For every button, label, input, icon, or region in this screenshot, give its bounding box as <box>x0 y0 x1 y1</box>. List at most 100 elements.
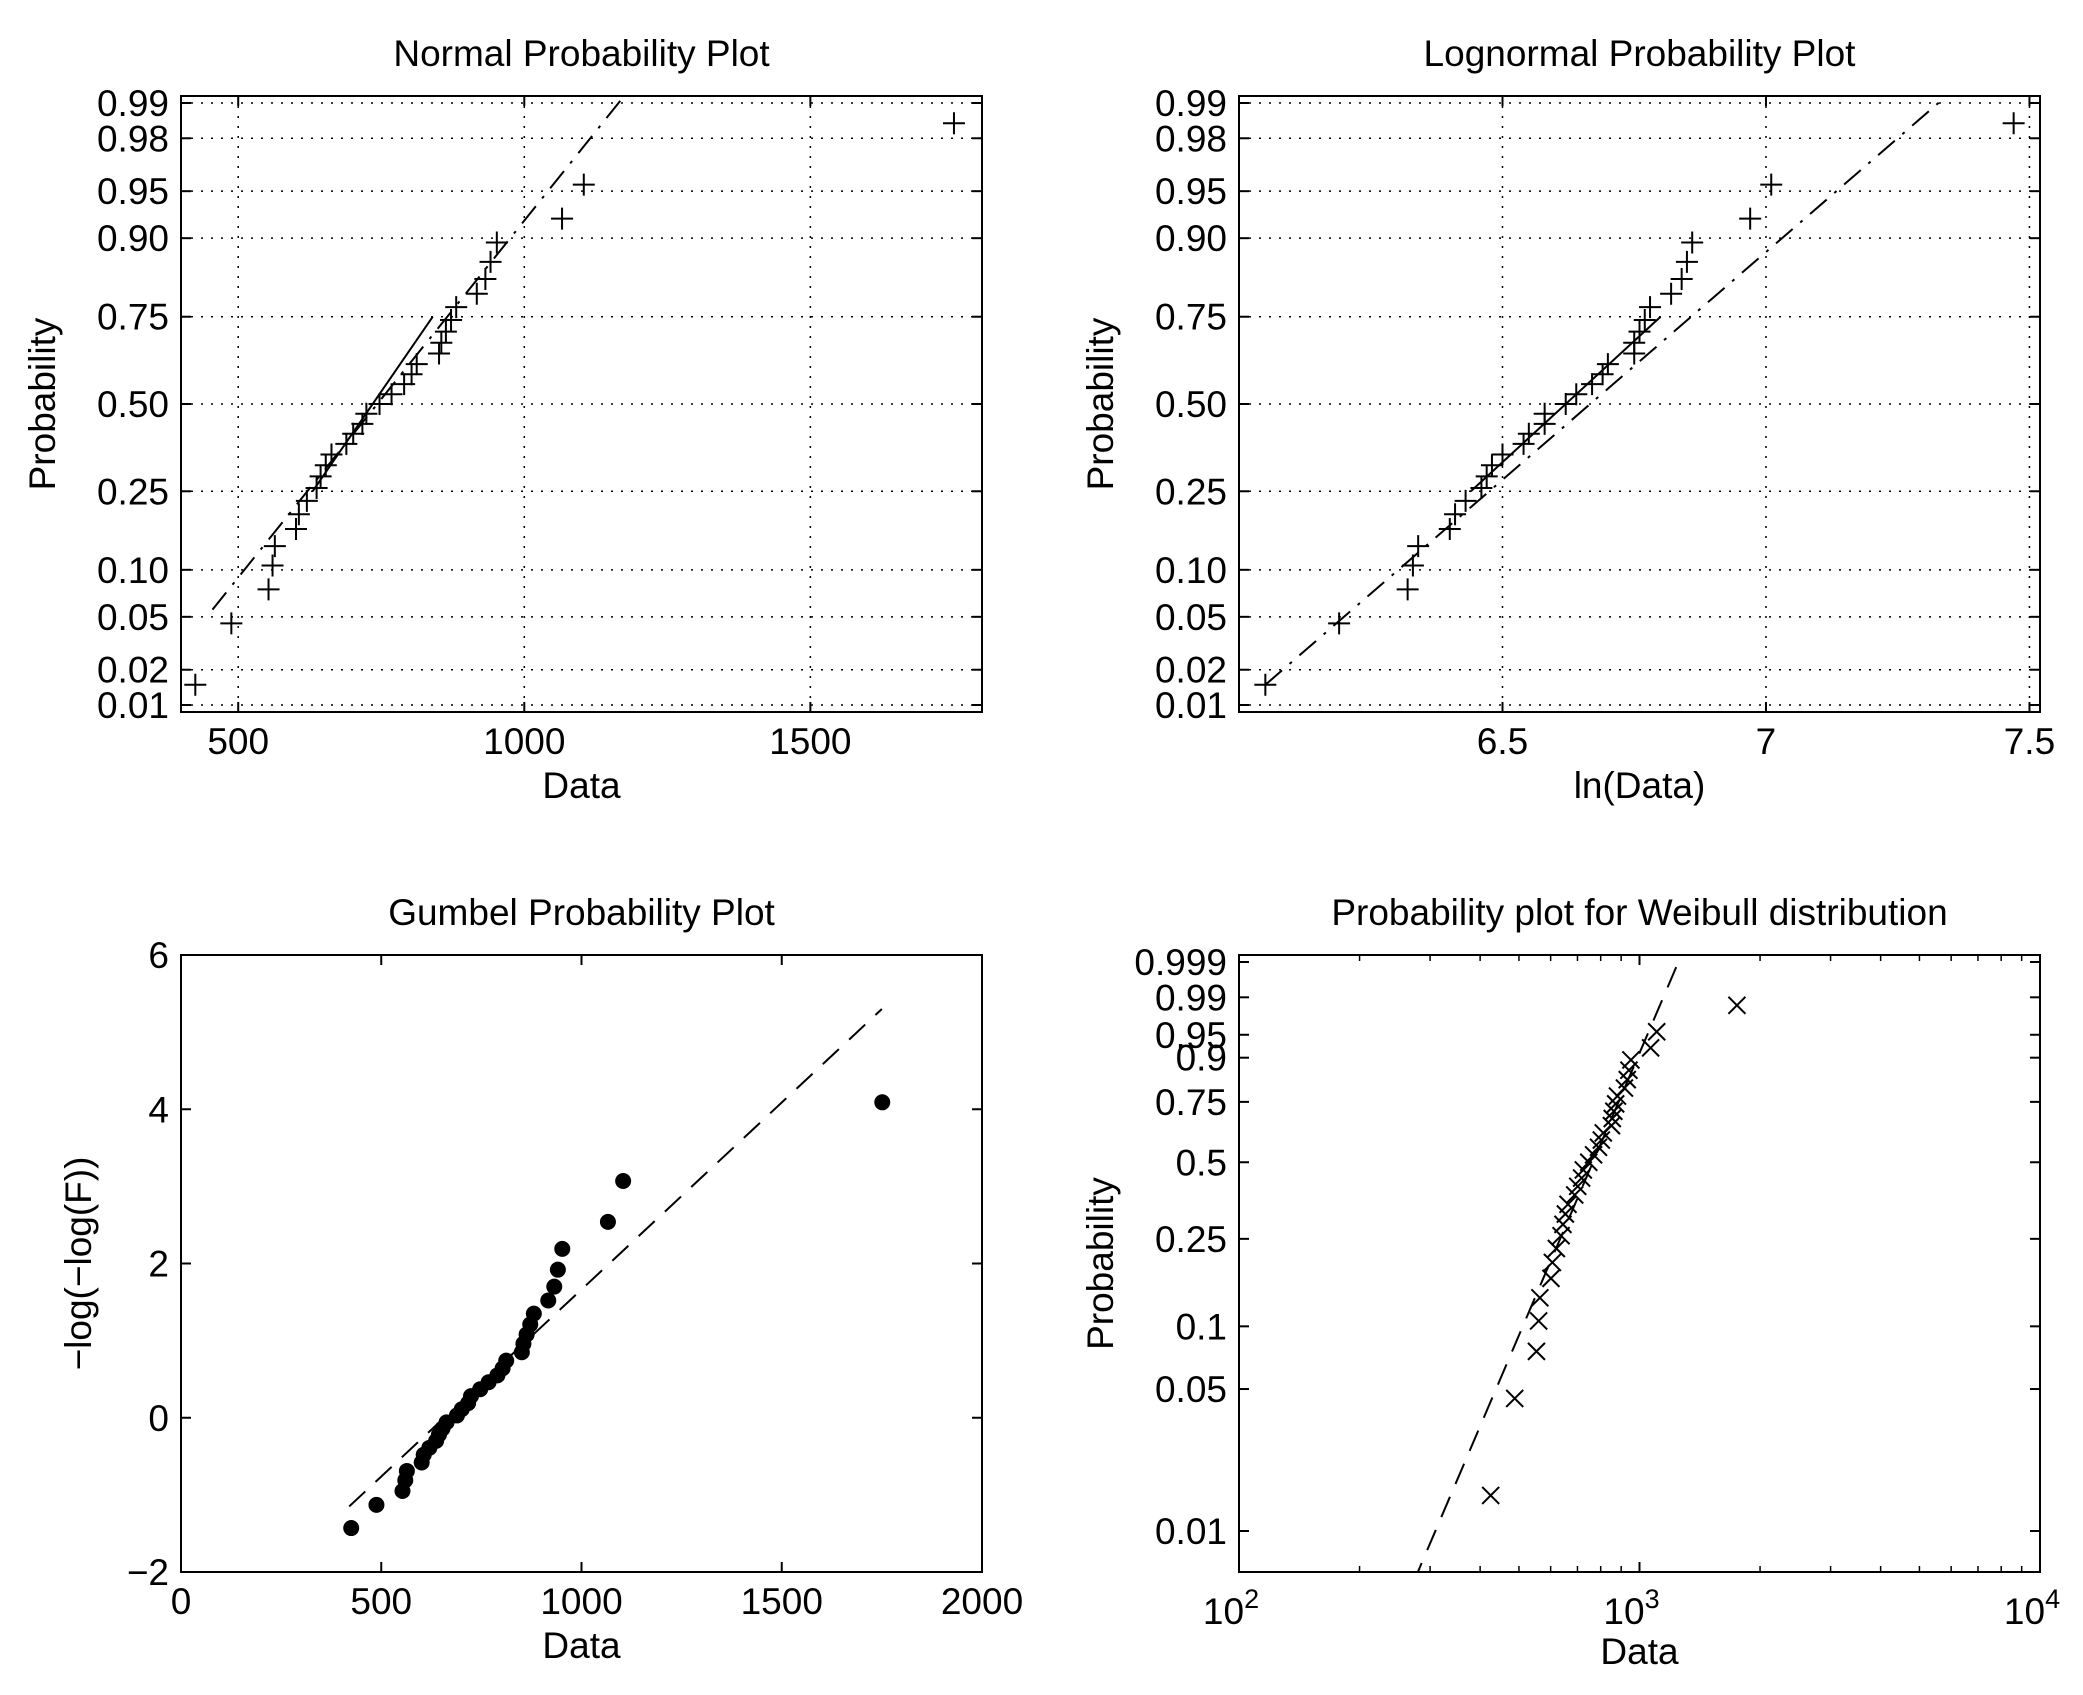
data-point-marker-31 <box>1647 1022 1666 1041</box>
data-point-marker-14 <box>351 412 374 435</box>
data-point-marker-3 <box>261 554 284 577</box>
data-point-marker-27 <box>1670 268 1693 290</box>
data-point-marker-7 <box>295 489 318 512</box>
x-tick-label: 1000 <box>483 721 565 762</box>
y-tick-label: 0.25 <box>1155 471 1227 512</box>
reference-fit-line <box>211 96 626 611</box>
y-tick-label: 0.01 <box>97 685 169 726</box>
data-point-marker-26 <box>1660 282 1683 305</box>
data-point-marker-11 <box>320 443 343 466</box>
data-point-marker-16 <box>1554 393 1577 415</box>
data-point-marker-11 <box>1558 1195 1578 1214</box>
data-point-marker-4 <box>263 535 286 558</box>
data-point-marker-3 <box>1529 1311 1548 1331</box>
y-tick-label: 0.95 <box>1155 171 1227 212</box>
data-point-marker-25 <box>1639 296 1662 319</box>
y-tick-label: 0.999 <box>1134 942 1227 983</box>
y-tick-label: 0.5 <box>1176 1142 1227 1183</box>
y-tick-label: 4 <box>148 1089 169 1130</box>
data-point-marker-20 <box>1596 353 1619 376</box>
data-point-marker-20 <box>498 1352 515 1369</box>
data-point-marker-32 <box>1727 996 1747 1015</box>
y-tick-label: 0.01 <box>1155 685 1227 726</box>
plot-area <box>1264 96 1949 686</box>
data-point-marker-28 <box>1675 250 1698 273</box>
data-point-marker-6 <box>287 503 310 526</box>
data-point-marker-29 <box>1681 231 1704 254</box>
data-point-marker-1 <box>1328 612 1351 635</box>
x-tick-label: 6.5 <box>1477 721 1528 762</box>
lognormal-probability-plot: 6.5 7 7.5 0.010.02 0.05 0.10 0.25 0.50 0.75 0.90 0… <box>1080 33 2055 806</box>
x-tick-label: 103 <box>1603 1584 1659 1632</box>
y-tick-label: 0.99 <box>1155 977 1227 1018</box>
y-tick-label: 0.99 <box>97 83 169 124</box>
x-tick-label: 1500 <box>741 1581 823 1622</box>
data-point-marker-30 <box>551 207 574 230</box>
data-point-marker-31 <box>572 173 595 196</box>
data-point-marker-7 <box>1454 489 1477 512</box>
y-axis-label: Probability <box>1080 1177 1121 1350</box>
y-tick-label: 0.98 <box>1155 118 1227 159</box>
y-tick-label: 0.75 <box>1155 1082 1227 1123</box>
y-axis-label: Probability <box>22 317 63 490</box>
x-tick-label: 500 <box>207 721 269 762</box>
x-tick-label: 0 <box>171 1581 192 1622</box>
data-point-marker-2 <box>257 578 280 601</box>
data-point-marker-4 <box>1530 1288 1550 1308</box>
x-tick-label: 7 <box>1756 721 1777 762</box>
x-axis-label: Data <box>542 1625 621 1666</box>
data-point-marker-27 <box>474 268 497 290</box>
data-point-marker-12 <box>1512 432 1535 455</box>
axes-box <box>180 954 983 1573</box>
data-point-marker-26 <box>465 282 488 305</box>
data-point-marker-29 <box>554 1240 571 1257</box>
data-point-marker-15 <box>1533 402 1556 425</box>
y-tick-label: 0.25 <box>1155 1219 1227 1260</box>
data-point-marker-5 <box>1541 1269 1561 1288</box>
data-point-marker-0 <box>1481 1486 1500 1505</box>
weibull-probability-plot: 102 103 1040.010.050.10.250.50.750.90.950.… <box>1080 892 2060 1672</box>
x-axis-label: Data <box>542 765 621 806</box>
x-tick-label: 1500 <box>769 721 851 762</box>
y-tick-label: 0.02 <box>1155 650 1227 691</box>
chart-title: Probability plot for Weibull distributio… <box>1331 892 1947 933</box>
plot-area <box>211 96 626 611</box>
data-point-marker-7 <box>1547 1239 1566 1258</box>
plot-area <box>1416 955 1683 1572</box>
data-point-marker-8 <box>305 477 328 500</box>
data-point-marker-18 <box>1589 1138 1608 1157</box>
data-point-marker-5 <box>1438 518 1461 540</box>
data-point-marker-13 <box>1517 422 1540 445</box>
data-point-marker-28 <box>479 250 502 273</box>
data-point-marker-14 <box>1572 1168 1591 1188</box>
y-tick-label: 0.10 <box>1155 550 1227 591</box>
x-tick-label: 2000 <box>941 1581 1023 1622</box>
y-tick-label: 0.25 <box>97 471 169 512</box>
y-tick-label: 0.05 <box>1155 597 1227 638</box>
data-points <box>1254 112 2025 696</box>
y-tick-label: 0.99 <box>1155 83 1227 124</box>
data-point-marker-4 <box>398 1462 415 1479</box>
data-point-marker-26 <box>540 1292 557 1309</box>
data-point-marker-28 <box>549 1261 566 1278</box>
x-tick-label: 104 <box>2004 1584 2060 1632</box>
y-axis-label: Probability <box>1080 317 1121 490</box>
y-tick-label: 0.02 <box>97 650 169 691</box>
y-tick-label: 0.01 <box>1155 1511 1227 1552</box>
chart-title: Normal Probability Plot <box>393 33 770 74</box>
data-point-marker-17 <box>1565 383 1588 406</box>
data-point-marker-10 <box>1480 454 1503 477</box>
y-tick-label: 0.75 <box>97 297 169 338</box>
grid-lines <box>1239 96 2040 712</box>
data-point-marker-30 <box>599 1213 616 1230</box>
data-point-marker-9 <box>309 465 332 488</box>
data-point-marker-19 <box>1591 363 1614 386</box>
data-point-marker-8 <box>1551 1226 1571 1245</box>
data-point-marker-22 <box>430 331 453 354</box>
data-point-marker-3 <box>1401 554 1424 577</box>
data-point-marker-25 <box>445 296 468 319</box>
y-tick-label: 2 <box>148 1244 169 1285</box>
y-tick-label: 0.1 <box>1176 1306 1227 1347</box>
x-tick-label: 500 <box>350 1581 412 1622</box>
